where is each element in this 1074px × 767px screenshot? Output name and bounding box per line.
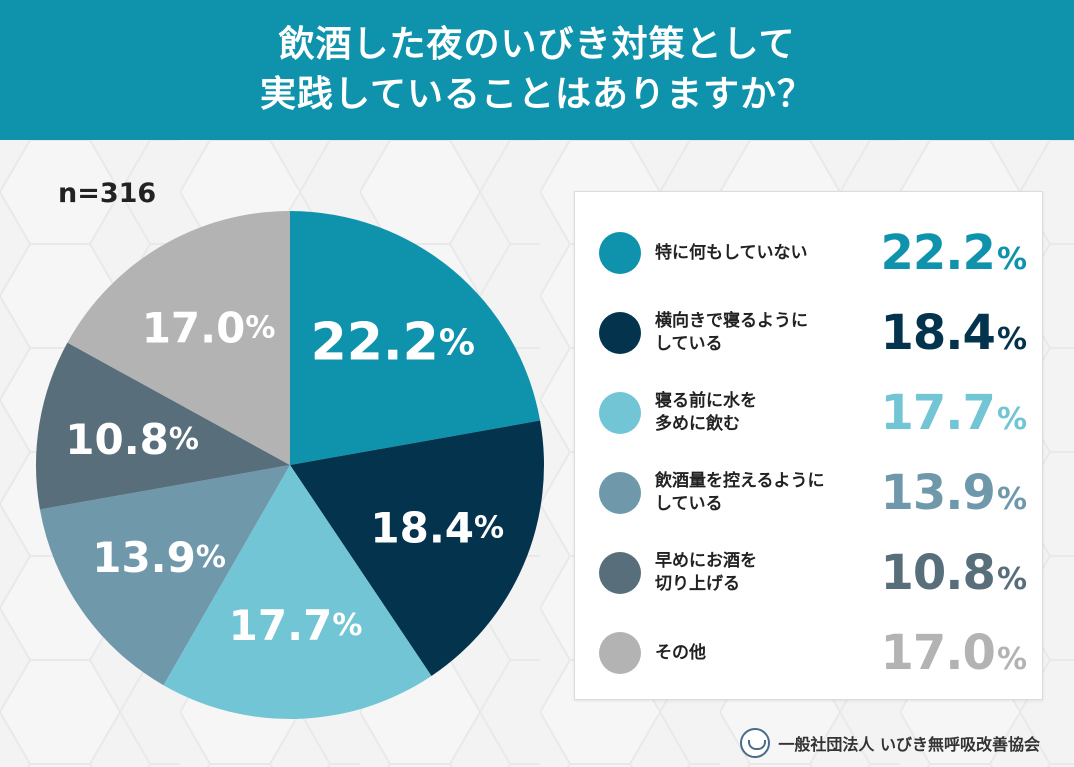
legend-value: 13.9% — [880, 465, 1028, 521]
legend-label: 飲酒量を控えるように している — [655, 471, 825, 514]
association-logo-icon — [740, 728, 771, 758]
legend-item: 飲酒量を控えるように している 13.9% — [575, 463, 1042, 523]
pie-slice-4 — [35, 342, 291, 510]
pie-data-label-2: 17.7% — [229, 600, 363, 649]
pie-slice-0 — [290, 211, 541, 465]
chart-title-banner: 飲酒した夜のいびき対策として 実践していることはありますか？ — [0, 0, 1074, 140]
pie-slice-3 — [39, 465, 291, 686]
legend-label: 早めにお酒を 切り上げる — [655, 551, 757, 594]
pie-slice-5 — [67, 211, 290, 465]
legend-item: 早めにお酒を 切り上げる 10.8% — [575, 543, 1042, 603]
legend-swatch — [599, 552, 641, 594]
title-line-1: 飲酒した夜のいびき対策として — [278, 24, 796, 65]
legend-swatch — [599, 392, 641, 434]
legend-value: 22.2% — [880, 225, 1028, 281]
pie-data-label-0: 22.2% — [311, 312, 475, 372]
footer-credit: 一般社団法人 いびき無呼吸改善協会 — [740, 728, 1040, 758]
legend-swatch — [599, 232, 641, 274]
pie-data-label-3: 13.9% — [92, 533, 226, 582]
pie-slice-2 — [163, 465, 432, 720]
legend-swatch — [599, 312, 641, 354]
pie-data-label-1: 18.4% — [370, 503, 504, 552]
pie-data-label-4: 10.8% — [65, 414, 199, 463]
legend-label: その他 — [655, 642, 706, 663]
title-line-2: 実践していることはありますか？ — [260, 74, 814, 115]
legend-swatch — [599, 632, 641, 674]
legend-item: 特に何もしていない 22.2% — [575, 223, 1042, 283]
pie-slice-1 — [290, 420, 544, 676]
legend-item: 横向きで寝るように している 18.4% — [575, 303, 1042, 363]
legend-swatch — [599, 472, 641, 514]
legend-item: その他 17.0% — [575, 623, 1042, 683]
sample-size: n=316 — [58, 178, 157, 209]
legend-value: 17.0% — [880, 625, 1028, 681]
legend-label: 寝る前に水を 多めに飲む — [655, 391, 757, 434]
legend-value: 10.8% — [880, 545, 1028, 601]
legend-value: 18.4% — [880, 305, 1028, 361]
pie-data-label-5: 17.0% — [142, 303, 276, 352]
legend: 特に何もしていない 22.2% 横向きで寝るように している 18.4% 寝る前に水を … — [574, 191, 1043, 700]
legend-label: 特に何もしていない — [655, 242, 808, 263]
legend-value: 17.7% — [880, 385, 1028, 441]
legend-item: 寝る前に水を 多めに飲む 17.7% — [575, 383, 1042, 443]
organization-name: 一般社団法人 いびき無呼吸改善協会 — [778, 735, 1040, 754]
legend-label: 横向きで寝るように している — [655, 311, 808, 354]
